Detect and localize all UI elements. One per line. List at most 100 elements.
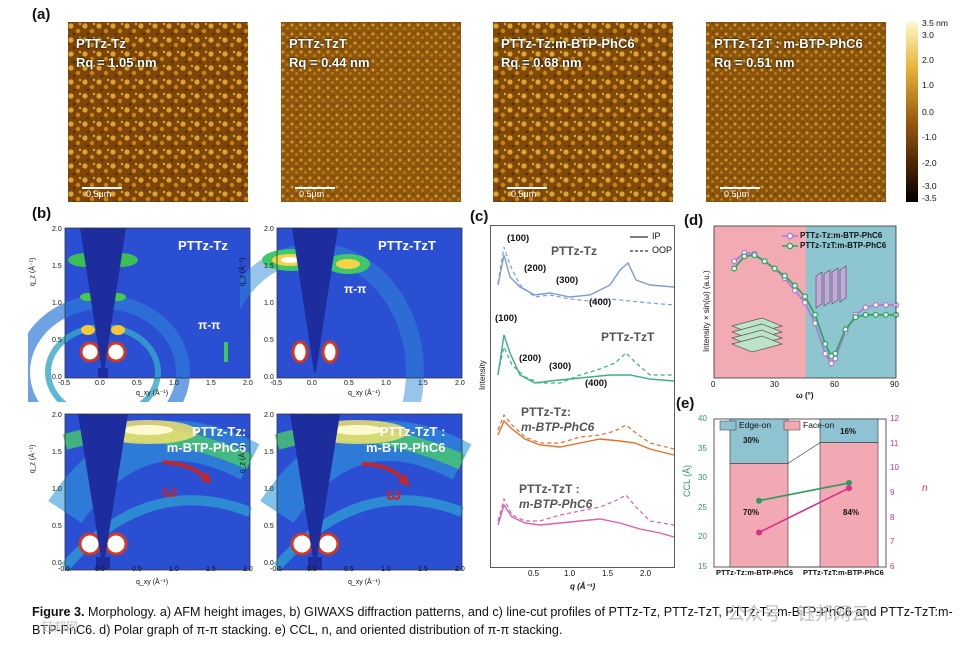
giwaxs-xtick: -0.5 [58, 566, 71, 573]
linecut-ylabel: Intensity [478, 360, 487, 390]
curve-label: PTTz-Tz: m-BTP-PhC6 [521, 405, 594, 435]
polar-tick: 90 [890, 380, 899, 389]
panel-b-label: (b) [32, 205, 52, 222]
polar-xlabel: ω (°) [796, 391, 814, 400]
giwaxs-xtick: 1.5 [206, 380, 216, 387]
omega-arrow-label: ω [162, 481, 178, 501]
legend-face-on: Face-on [803, 420, 835, 430]
afm-title: PTTz-Tz [76, 36, 126, 51]
n-line [758, 487, 850, 534]
n-tick: 9 [890, 488, 895, 497]
giwaxs-ytick: 1.0 [264, 486, 274, 493]
polar-ylabel: Intensity × sin(ω) (a.u.) [702, 270, 711, 352]
peak-label: (300) [549, 361, 572, 372]
legend-ip: IP [652, 231, 661, 241]
afm-image-4: PTTz-TzT : m-BTP-PhC6 Rq = 0.51 nm 0.5μm [706, 22, 886, 202]
n-tick: 7 [890, 537, 895, 547]
giwaxs-ytick: 1.5 [264, 449, 274, 456]
colorbar-tick: -3.0 [922, 181, 937, 191]
pi-pi-annotation: π-π [198, 318, 221, 332]
afm-image-2: PTTz-TzT Rq = 0.44 nm 0.5μm [281, 22, 461, 202]
scale-bar-label: 0.5μm [86, 189, 112, 199]
series-point [872, 311, 879, 318]
giwaxs-1 [28, 227, 251, 402]
curve-label-line2: m-BTP-PhC6 [521, 420, 595, 434]
linecut-tick: 0.5 [528, 569, 540, 578]
series-point [842, 326, 849, 333]
colorbar [906, 22, 918, 202]
series-point [822, 340, 829, 348]
bar-category: PTTz-Tz:m-BTP-PhC6 [716, 568, 794, 577]
watermark: 钰邦网 [42, 620, 79, 634]
polar-tick: 60 [830, 380, 839, 389]
peak-label: (200) [524, 263, 547, 274]
giwaxs-ytick: 0.5 [52, 337, 62, 344]
afm-rq: Rq = 0.44 nm [289, 55, 370, 70]
polar-tick: 0 [711, 380, 716, 389]
n-tick: 12 [890, 414, 899, 423]
ccl-tick: 40 [698, 414, 707, 423]
giwaxs-xtick: -0.5 [58, 380, 71, 387]
giwaxs-ylabel: q_z (Å⁻¹) [29, 444, 37, 474]
series-point [791, 282, 798, 289]
ccl-tick: 20 [698, 532, 707, 542]
edge-pct: 30% [743, 436, 760, 445]
series-point [882, 301, 889, 309]
giwaxs-ytick: 1.5 [264, 263, 274, 270]
figure-caption: Figure 3. Morphology. a) AFM height imag… [32, 603, 962, 639]
giwaxs-xtick: 0.5 [132, 380, 142, 387]
series-point [872, 301, 879, 309]
series-point [832, 350, 839, 357]
giwaxs-3 [48, 413, 260, 571]
giwaxs-ytick: 0.5 [52, 523, 62, 530]
linecut-plot [490, 225, 675, 568]
colorbar-tick: 2.0 [922, 55, 934, 65]
colorbar-tick: -3.5 [922, 193, 937, 203]
series-point [781, 272, 788, 279]
peak-label: (400) [585, 378, 608, 389]
n-tick: 11 [890, 438, 899, 448]
n-point [756, 529, 762, 536]
series-point [731, 258, 738, 265]
giwaxs-xtick: 0.0 [95, 380, 105, 387]
giwaxs-title: PTTz-TzT : m-BTP-PhC6 [366, 424, 445, 456]
caption-text: Morphology. a) AFM height images, b) GIW… [32, 605, 953, 637]
face-on-stack-icon [730, 317, 784, 353]
peak-label: (100) [507, 233, 530, 244]
giwaxs-xtick: -0.5 [270, 566, 283, 573]
series-point [761, 258, 768, 265]
giwaxs-xtick: -0.5 [270, 380, 283, 387]
ccl-axis-label: CCL (Å) [682, 464, 692, 497]
watermark: 公众号 · 钰邦网云 [727, 604, 869, 624]
curve-label: PTTz-Tz [551, 244, 597, 258]
series-point [882, 311, 889, 318]
afm-rq: Rq = 1.05 nm [76, 55, 157, 70]
giwaxs-xtick: 0.5 [132, 566, 142, 573]
afm-image-1: PTTz-Tz Rq = 1.05 nm 0.5μm [68, 22, 248, 202]
giwaxs-xtick: 1.5 [418, 566, 428, 573]
n-tick: 10 [890, 463, 899, 473]
series-point [862, 304, 869, 311]
series-point [801, 293, 809, 300]
giwaxs-xtick: 0.0 [95, 566, 105, 573]
giwaxs-xlabel: q_xy (Å⁻¹) [348, 579, 381, 586]
giwaxs-ytick: 1.5 [52, 449, 62, 456]
curve-label: PTTz-TzT [601, 330, 655, 344]
giwaxs-ytick: 2.0 [264, 412, 274, 419]
giwaxs-title-line2: m-BTP-PhC6 [166, 440, 247, 455]
scale-bar [507, 187, 547, 189]
omega-arrow-label: ω [386, 484, 402, 504]
face-on-bar [729, 463, 789, 568]
colorbar-tick: 3.5 nm [922, 18, 948, 28]
series-point [852, 314, 859, 321]
legend-oop: OOP [652, 245, 673, 255]
colorbar-tick: 1.0 [922, 80, 934, 90]
scale-bar [295, 187, 335, 189]
giwaxs-xtick: 1.0 [169, 380, 179, 387]
scale-bar-label: 0.5μm [299, 189, 325, 199]
curve-label-line2: m-BTP-PhC6 [519, 497, 593, 511]
giwaxs-xtick: 0.0 [307, 566, 317, 573]
giwaxs-ytick: 0.5 [264, 337, 274, 344]
giwaxs-ytick: 0.0 [264, 374, 274, 381]
series-point [812, 311, 819, 318]
